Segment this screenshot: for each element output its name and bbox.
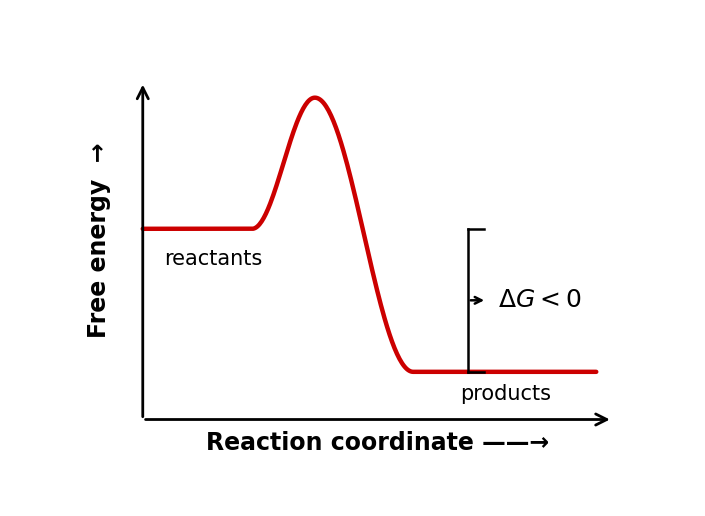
Text: reactants: reactants <box>165 249 263 269</box>
Text: Free energy  →: Free energy → <box>87 143 111 338</box>
Text: products: products <box>460 384 551 404</box>
Text: $\Delta G < 0$: $\Delta G < 0$ <box>498 288 582 312</box>
Text: Reaction coordinate ——→: Reaction coordinate ——→ <box>206 431 549 455</box>
